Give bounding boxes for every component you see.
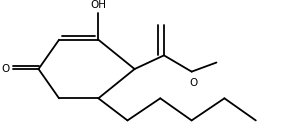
Text: OH: OH: [90, 0, 106, 10]
Text: O: O: [1, 64, 9, 74]
Text: O: O: [189, 78, 197, 88]
